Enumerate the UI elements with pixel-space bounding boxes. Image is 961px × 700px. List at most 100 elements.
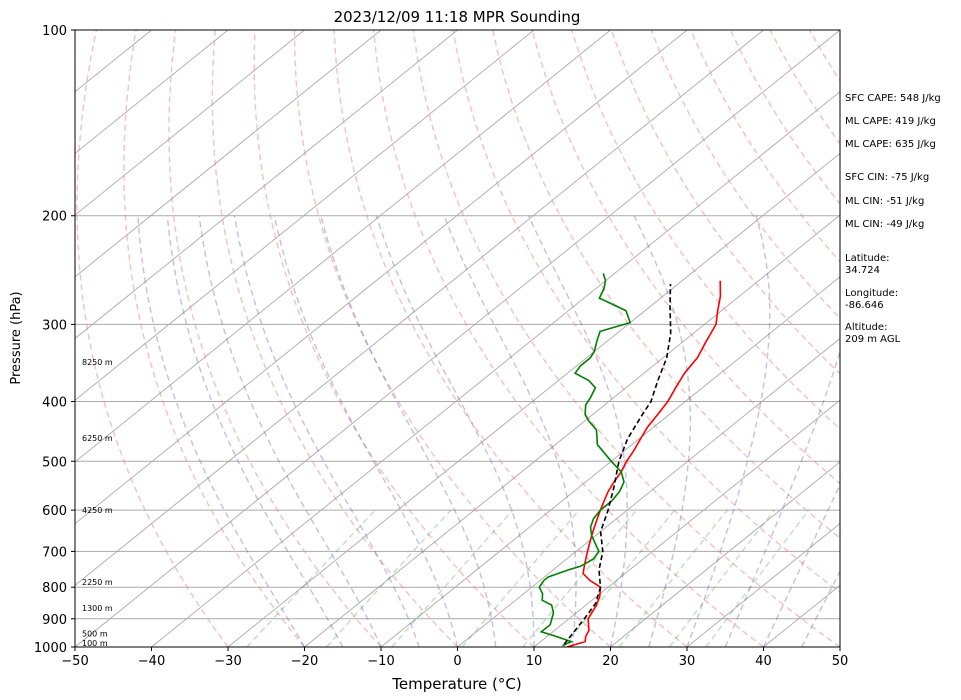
x-axis-ticks: −50 −40 −30 −20 −10 0 10 20 30 40 50	[61, 647, 848, 669]
y-tick-label: 400	[42, 395, 67, 410]
x-tick-label: −40	[138, 654, 165, 669]
x-tick-label: 50	[832, 654, 849, 669]
mixing-ratio-line	[562, 509, 676, 647]
ml-cape-text-1: ML CAPE: 419 J/kg	[845, 116, 936, 127]
dry-adiabat-line	[293, 30, 611, 647]
height-label: 4250 m	[82, 506, 113, 515]
dry-adiabat-line	[650, 30, 840, 320]
height-label: 2250 m	[82, 578, 113, 587]
y-tick-label: 700	[42, 545, 67, 560]
moist-adiabat-line	[198, 215, 382, 647]
ml-cape-text-2: ML CAPE: 635 J/kg	[845, 139, 936, 150]
mixing-ratio-line	[325, 509, 452, 647]
isotherm-line	[75, 30, 535, 401]
y-tick-label: 300	[42, 318, 67, 333]
longitude-text: Longitude: -86.646	[845, 288, 899, 311]
isotherm-line	[75, 30, 382, 278]
moist-adiabat-line	[166, 215, 344, 647]
x-tick-label: 20	[602, 654, 619, 669]
background-lines	[75, 30, 840, 647]
y-tick-label: 500	[42, 455, 67, 470]
dry-adiabat-line	[571, 30, 840, 430]
isotherm-line	[75, 30, 764, 586]
x-tick-label: −30	[214, 654, 241, 669]
chart-title: 2023/12/09 11:18 MPR Sounding	[334, 8, 581, 26]
y-axis-ticks: 100 200 300 400 500 600 700 800 900 1000	[34, 24, 75, 656]
dry-adiabat-line	[123, 30, 306, 647]
height-label: 100 m	[82, 639, 108, 648]
mixing-ratio-line	[618, 509, 728, 647]
isotherm-line	[75, 30, 688, 525]
isotherm-line	[610, 461, 840, 647]
isotherm-line	[380, 276, 840, 647]
x-axis-label: Temperature (°C)	[391, 675, 521, 693]
moist-adiabat-line	[273, 215, 459, 647]
isotherm-line	[75, 30, 458, 340]
dry-adiabat-line	[412, 30, 840, 647]
isotherm-line	[75, 30, 611, 463]
y-tick-label: 200	[42, 210, 67, 225]
height-label: 1300 m	[82, 604, 113, 613]
moist-adiabat-line	[443, 215, 577, 647]
dry-adiabat-line	[76, 30, 229, 647]
isotherm-line	[304, 214, 840, 647]
x-tick-label: 0	[453, 654, 461, 669]
isotherm-line	[533, 399, 840, 647]
dry-adiabat-line	[253, 30, 535, 647]
moist-adiabat-line	[686, 215, 771, 647]
x-tick-label: −20	[291, 654, 318, 669]
parcel-trace	[563, 283, 672, 645]
x-tick-label: −50	[61, 654, 88, 669]
moist-adiabat-line	[762, 483, 840, 647]
x-tick-label: 10	[526, 654, 543, 669]
isotherm-line	[75, 30, 840, 647]
dry-adiabat-line	[168, 30, 382, 647]
temperature-trace	[566, 280, 722, 647]
sounding-traces	[538, 273, 722, 647]
isotherm-line	[227, 152, 840, 647]
mixing-ratio-line	[705, 509, 810, 647]
latitude-text: Latitude: 34.724	[845, 253, 890, 276]
moist-adiabat-line	[320, 215, 497, 647]
height-label: 8250 m	[82, 358, 113, 367]
y-axis-label: Pressure (hPa)	[9, 291, 24, 384]
x-tick-label: 40	[755, 654, 772, 669]
moist-adiabat-line	[724, 349, 840, 647]
dry-adiabat-line	[211, 30, 458, 647]
dry-adiabat-line	[373, 30, 764, 647]
mixing-ratio-line	[246, 509, 376, 647]
mixing-ratio-line	[391, 509, 514, 647]
ml-cin-text-2: ML CIN: -49 J/kg	[845, 219, 925, 230]
height-label: 500 m	[82, 629, 108, 638]
moist-adiabat-line	[375, 215, 535, 647]
sfc-cin-text: SFC CIN: -75 J/kg	[845, 172, 930, 183]
dewpoint-trace	[538, 273, 632, 647]
x-tick-label: −10	[367, 654, 394, 669]
moist-adiabat-line	[233, 215, 420, 647]
dry-adiabat-line	[452, 30, 840, 594]
y-tick-label: 1000	[34, 641, 67, 656]
isotherm-line	[457, 337, 840, 647]
dry-adiabat-line	[610, 30, 840, 375]
moist-adiabat-line	[633, 215, 691, 647]
y-tick-label: 800	[42, 581, 67, 596]
isotherm-line	[686, 523, 840, 647]
dry-adiabat-line	[333, 30, 688, 647]
sfc-cape-text: SFC CAPE: 548 J/kg	[845, 93, 941, 104]
mixing-ratio-line	[522, 509, 638, 647]
y-tick-label: 100	[42, 24, 67, 39]
y-tick-label: 900	[42, 613, 67, 628]
mixing-ratio-line	[461, 509, 580, 647]
moist-adiabat-line	[801, 569, 840, 647]
altitude-text: Altitude: 209 m AGL	[845, 322, 901, 345]
isotherm-line	[75, 30, 305, 216]
y-tick-label: 600	[42, 504, 67, 519]
moist-adiabat-line	[137, 215, 306, 647]
mixing-ratio-line	[668, 509, 775, 647]
isotherm-line	[151, 91, 840, 647]
isotherm-line	[75, 30, 229, 154]
ml-cin-text-1: ML CIN: -51 J/kg	[845, 196, 925, 207]
x-tick-label: 30	[679, 654, 696, 669]
